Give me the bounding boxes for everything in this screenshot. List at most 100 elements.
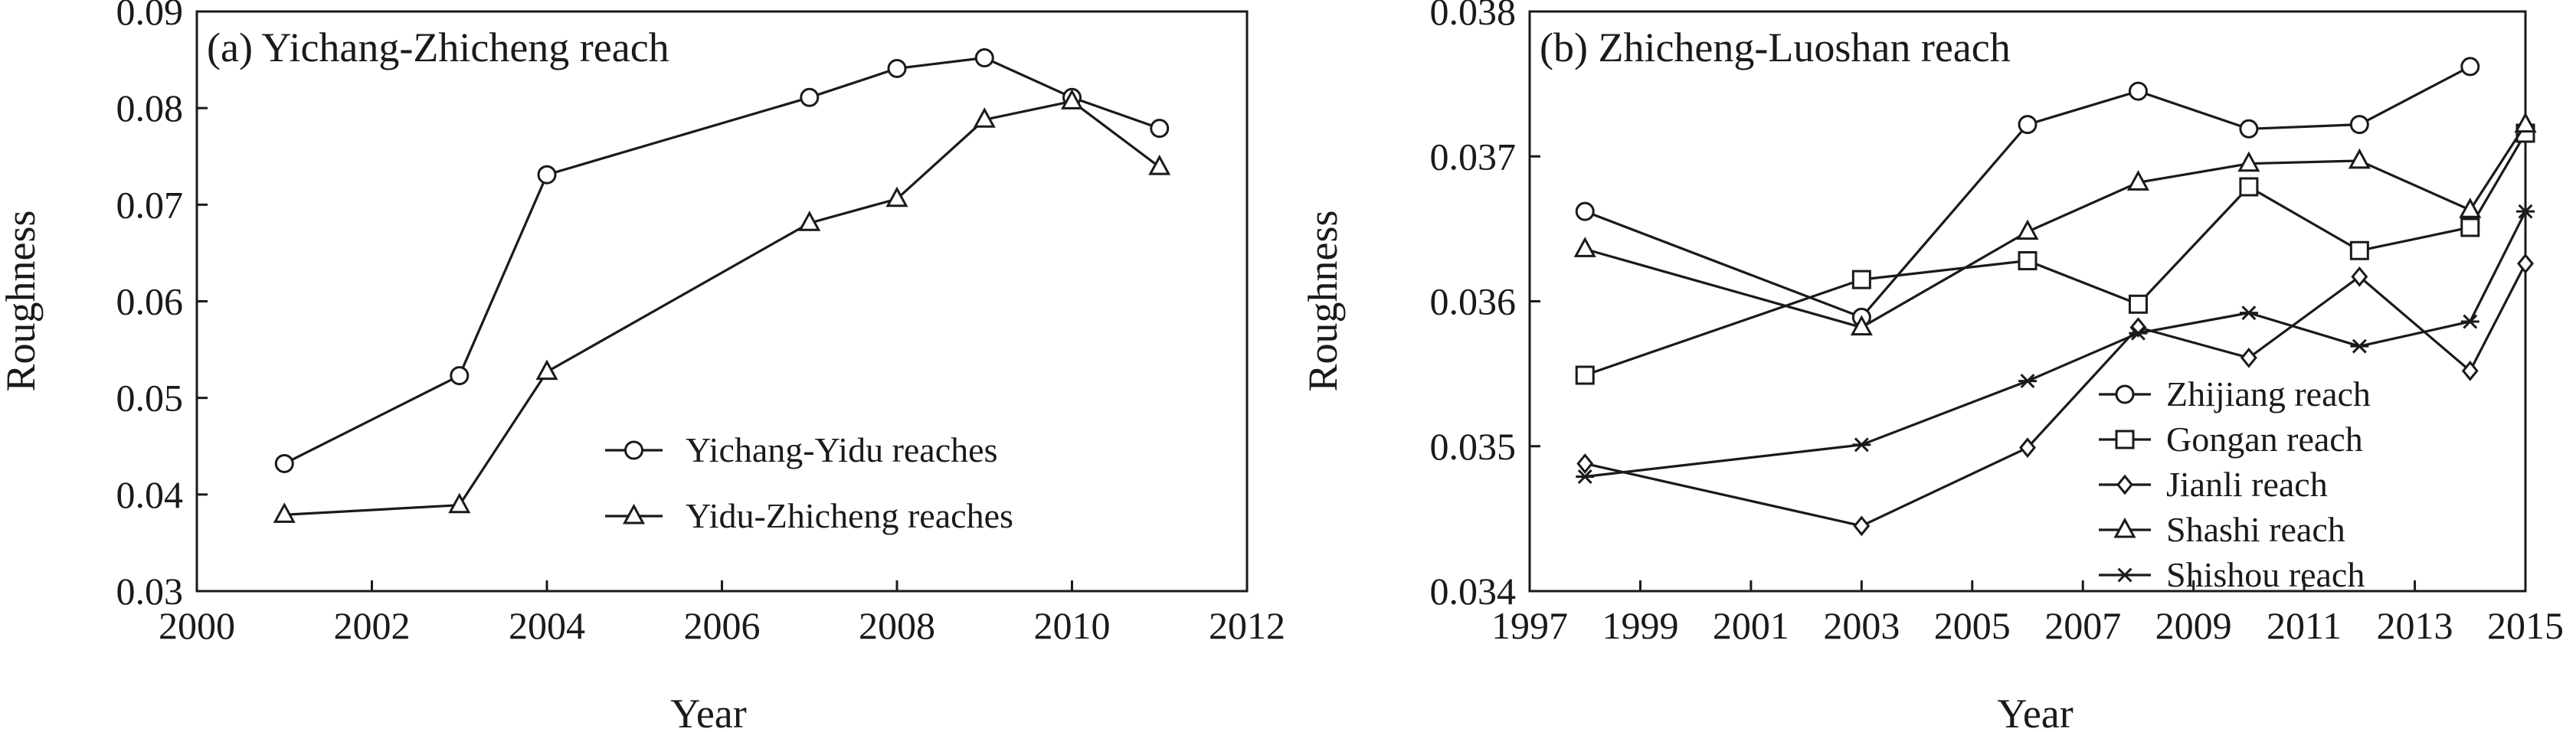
legend-label-a-0: Yichang-Yidu reaches [686,430,997,469]
data-point-b-1-4-shape [2239,177,2259,197]
data-point-b-3-7 [2514,112,2537,133]
y-tick-label-a-2: 0.05 [116,377,184,420]
data-point-b-3-0 [1573,237,1596,257]
data-point-b-4-3-shape [2129,325,2148,341]
data-point-b-3-4 [2237,151,2260,172]
legend-marker-a-0 [624,440,643,460]
y-axis-label-b: Roughness [1300,210,1346,391]
data-point-b-4-2-shape [2018,374,2037,389]
data-point-a-0-5-shape [974,48,994,68]
chart-panel-a: 2000 2002 2004 2006 2008 2010 2012 0.030.040.0… [0,0,1285,732]
data-point-b-2-6 [2461,360,2479,381]
x-tick-label-b-4: 2005 [1934,604,2011,647]
data-point-a-0-5 [974,48,994,68]
plot-frame-b [1528,10,2527,593]
legend-a: Yichang-Yidu reaches Yidu-Zhicheng reache… [605,430,1013,535]
data-point-b-4-7-shape [2516,204,2535,219]
data-point-b-0-3 [2128,81,2148,101]
data-point-a-0-7-shape [1150,119,1170,139]
legend-marker-b-3-shape [2113,517,2136,538]
x-tick-label-b-1: 1999 [1602,604,1678,647]
data-point-b-2-6-shape [2461,360,2479,381]
y-tick-label-a-3: 0.06 [116,280,184,323]
data-point-a-1-0-shape [273,502,296,523]
y-tick-label-b-2: 0.036 [1430,280,1517,323]
data-point-a-1-5-shape [973,107,996,128]
data-point-a-1-7-shape [1148,154,1171,175]
data-point-b-3-5-shape [2348,148,2371,169]
data-point-b-4-5-shape [2350,338,2369,354]
data-point-b-4-0-shape [1576,469,1595,484]
data-point-b-2-2-shape [2019,437,2036,459]
data-point-a-1-5 [973,107,996,128]
y-axis-a: 0.03 0.04 0.05 0.06 0.07 0.08 0.09 [116,0,208,613]
data-point-b-2-1 [1853,515,1871,537]
data-point-b-3-4-shape [2237,151,2260,172]
legend-marker-a-0-shape [624,440,643,460]
data-point-b-3-6 [2459,198,2482,218]
data-point-b-0-4 [2239,119,2259,139]
data-point-b-4-7 [2516,204,2535,219]
x-tick-label-b-5: 2007 [2044,604,2121,647]
data-point-a-0-4 [887,58,907,78]
data-point-a-1-2 [535,359,558,381]
data-point-b-2-7-shape [2517,253,2534,274]
x-tick-label-a-5: 2010 [1034,604,1111,647]
data-point-b-4-0 [1576,469,1595,484]
data-point-a-1-2-shape [535,359,558,381]
legend-marker-b-2-shape [2116,474,2133,495]
data-point-b-1-1-shape [1851,270,1871,289]
data-point-a-1-7 [1148,154,1171,175]
x-tick-label-a-0: 2000 [159,604,235,647]
series-layer-b [1573,57,2537,537]
data-point-b-0-2-shape [2018,115,2038,135]
series-line-b-1 [1584,132,2527,377]
data-point-b-3-3-shape [2126,170,2149,191]
data-point-b-0-0 [1575,201,1595,221]
y-tick-label-b-3: 0.037 [1430,135,1517,178]
data-point-a-0-3 [800,87,820,107]
data-point-b-2-4-shape [2240,347,2257,368]
data-point-b-4-6-shape [2460,314,2479,329]
data-point-b-4-1-shape [1852,437,1871,453]
data-point-a-1-1 [448,492,471,514]
data-point-b-3-2 [2016,219,2039,240]
data-point-b-3-6-shape [2459,198,2482,218]
data-point-b-2-7 [2517,253,2534,274]
legend-marker-b-1 [2115,430,2135,449]
x-tick-label-a-6: 2012 [1209,604,1285,647]
y-tick-label-b-0: 0.034 [1430,570,1517,613]
x-tick-label-a-1: 2002 [334,604,411,647]
data-point-b-1-3-shape [2128,294,2148,314]
legend-label-b-0: Zhijiang reach [2166,374,2371,413]
data-point-a-0-0 [274,453,294,473]
data-point-b-4-4-shape [2239,306,2258,321]
data-point-b-1-4 [2239,177,2259,197]
series-layer-a [273,48,1171,523]
series-line-a-1 [284,100,1160,516]
data-point-b-3-1-shape [1850,315,1873,336]
data-point-a-1-4-shape [885,186,908,208]
legend-marker-b-2 [2116,474,2133,495]
data-point-b-0-6 [2460,57,2480,77]
y-tick-label-a-4: 0.07 [116,183,184,226]
legend-label-b-1: Gongan reach [2166,420,2363,459]
data-point-b-0-6-shape [2460,57,2480,77]
y-axis-b: 0.034 0.035 0.036 0.037 0.038 [1430,0,1540,613]
x-axis-label-a: Year [670,691,747,732]
series-line-b-2 [1584,263,2527,528]
legend-marker-b-3 [2113,517,2136,538]
data-point-b-1-6 [2460,217,2480,237]
legend-marker-b-0 [2115,384,2135,404]
y-tick-label-a-5: 0.08 [116,87,184,129]
chart-title-a: (a) Yichang-Zhicheng reach [207,25,669,70]
data-point-b-0-5 [2349,115,2369,135]
y-tick-label-b-1: 0.035 [1430,425,1517,468]
data-point-a-1-6-shape [1060,89,1084,109]
data-point-b-2-2 [2019,437,2036,459]
data-point-b-1-2 [2018,251,2038,271]
data-point-a-1-4 [885,186,908,208]
data-point-b-2-0-shape [1576,453,1594,474]
y-tick-label-a-1: 0.04 [116,473,184,516]
